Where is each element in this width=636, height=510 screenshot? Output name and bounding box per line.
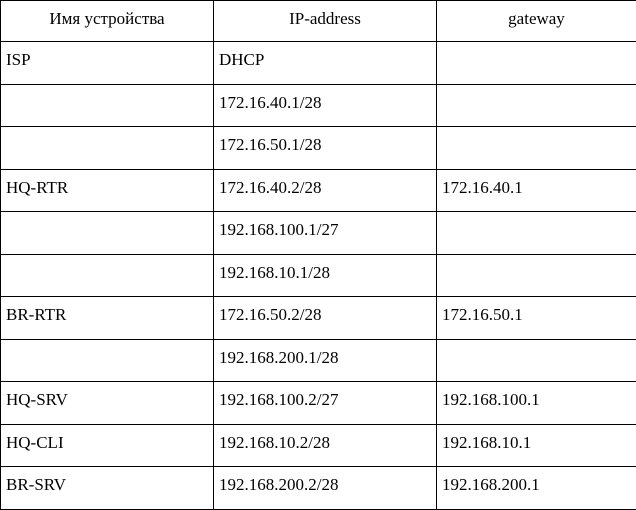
- table-cell-gateway: [436, 211, 636, 255]
- table-row: HQ-RTR 172.16.40.2/28 172.16.40.1: [0, 168, 636, 213]
- table-cell-ip-address: 192.168.10.2/28: [213, 423, 437, 468]
- table-cell-device-name: BR-SRV: [0, 466, 214, 510]
- table-cell-ip-address: 192.168.100.2/27: [213, 381, 437, 425]
- table-row: 192.168.100.1/27: [0, 211, 636, 255]
- table-cell-ip-address: DHCP: [213, 41, 437, 85]
- table-cell-ip-address: 172.16.40.2/28: [213, 168, 437, 213]
- column-header-gateway: gateway: [436, 0, 636, 42]
- table-row: HQ-SRV 192.168.100.2/27 192.168.100.1: [0, 381, 636, 425]
- table-cell-device-name: HQ-CLI: [0, 423, 214, 468]
- table-row: 192.168.200.1/28: [0, 338, 636, 383]
- table-cell-gateway: [436, 83, 636, 128]
- table-cell-gateway: [436, 126, 636, 170]
- table-cell-gateway: 172.16.50.1: [436, 296, 636, 340]
- table-cell-gateway: 192.168.10.1: [436, 423, 636, 468]
- table-cell-device-name: HQ-SRV: [0, 381, 214, 425]
- table-cell-device-name: BR-RTR: [0, 296, 214, 340]
- table-cell-device-name: [0, 338, 214, 383]
- table-row: ISP DHCP: [0, 41, 636, 85]
- column-header-device-name: Имя устройства: [0, 0, 214, 42]
- table-row: BR-SRV 192.168.200.2/28 192.168.200.1: [0, 466, 636, 510]
- table-cell-ip-address: 192.168.100.1/27: [213, 211, 437, 255]
- table-cell-device-name: HQ-RTR: [0, 168, 214, 213]
- table-row: BR-RTR 172.16.50.2/28 172.16.50.1: [0, 296, 636, 340]
- table-cell-device-name: ISP: [0, 41, 214, 85]
- table-row: 172.16.50.1/28: [0, 126, 636, 170]
- table-cell-device-name: [0, 253, 214, 298]
- table-cell-gateway: 172.16.40.1: [436, 168, 636, 213]
- column-header-ip-address: IP-address: [213, 0, 437, 42]
- table-cell-ip-address: 192.168.200.2/28: [213, 466, 437, 510]
- table-cell-gateway: 192.168.200.1: [436, 466, 636, 510]
- table-cell-ip-address: 172.16.50.1/28: [213, 126, 437, 170]
- table-row: 192.168.10.1/28: [0, 253, 636, 298]
- table-row: 172.16.40.1/28: [0, 83, 636, 128]
- table-cell-device-name: [0, 211, 214, 255]
- table-cell-gateway: [436, 253, 636, 298]
- table-body: ISP DHCP 172.16.40.1/28 172.16.50.1/28 HQ-RT…: [0, 41, 636, 510]
- table-cell-gateway: [436, 338, 636, 383]
- table-cell-ip-address: 172.16.40.1/28: [213, 83, 437, 128]
- table-cell-device-name: [0, 126, 214, 170]
- table-cell-ip-address: 192.168.200.1/28: [213, 338, 437, 383]
- table-cell-gateway: 192.168.100.1: [436, 381, 636, 425]
- table-row: HQ-CLI 192.168.10.2/28 192.168.10.1: [0, 423, 636, 468]
- table-header-row: Имя устройства IP-address gateway: [0, 0, 636, 42]
- table-cell-gateway: [436, 41, 636, 85]
- table-cell-ip-address: 172.16.50.2/28: [213, 296, 437, 340]
- table-cell-device-name: [0, 83, 214, 128]
- table-cell-ip-address: 192.168.10.1/28: [213, 253, 437, 298]
